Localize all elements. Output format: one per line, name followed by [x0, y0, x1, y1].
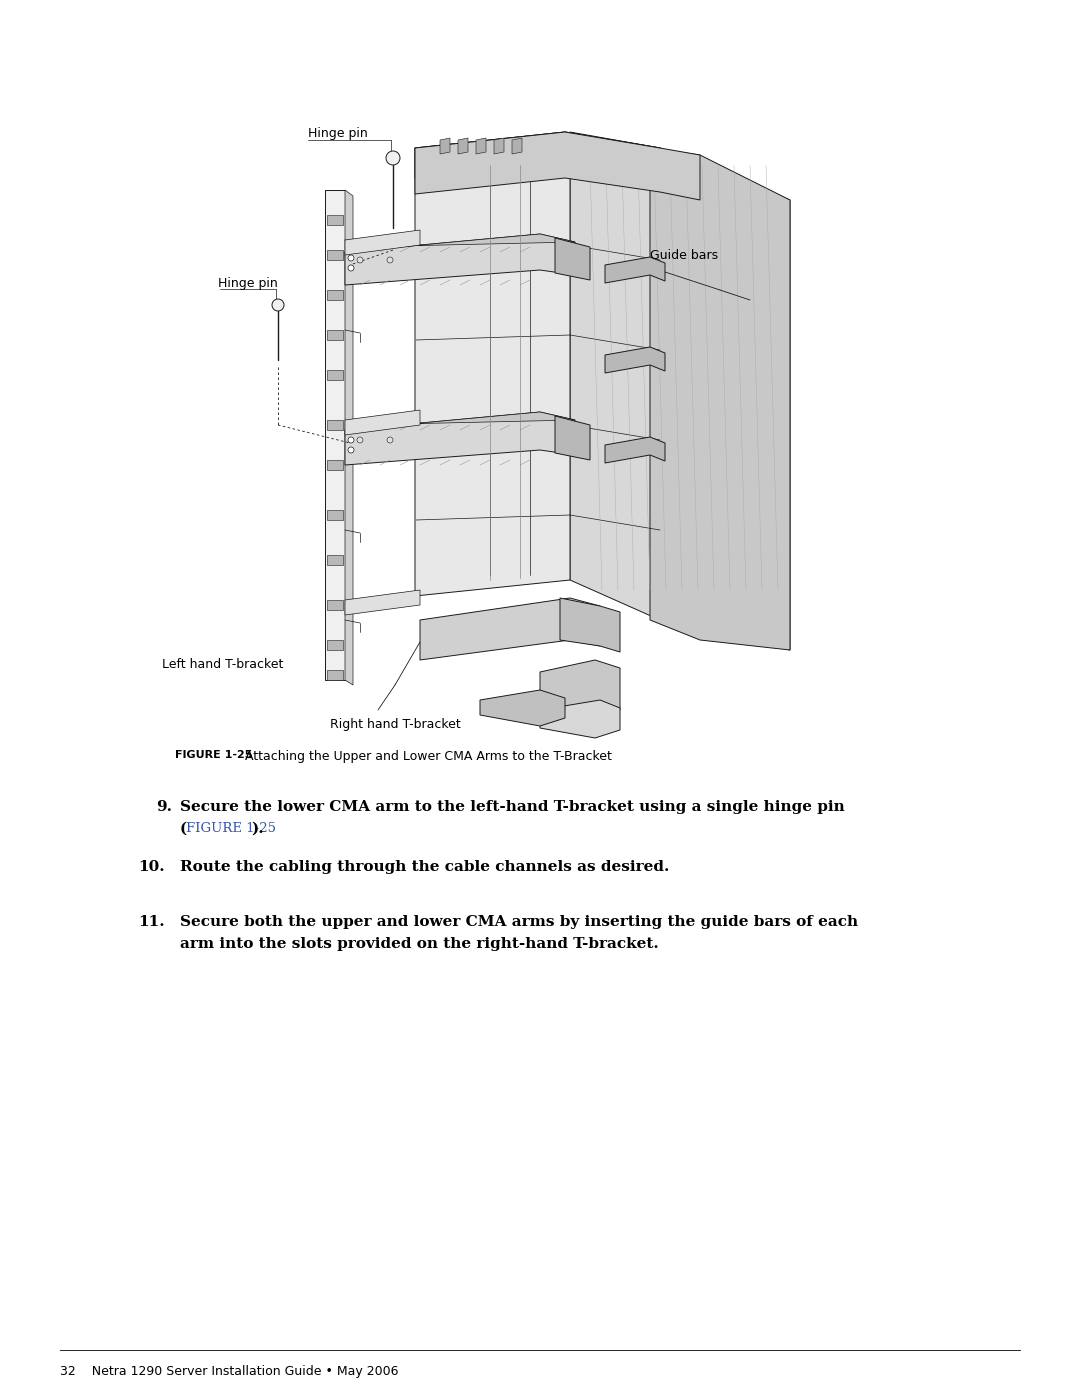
Polygon shape — [458, 138, 468, 154]
Polygon shape — [494, 138, 504, 154]
Polygon shape — [345, 409, 420, 434]
Polygon shape — [512, 138, 522, 154]
Polygon shape — [555, 237, 590, 279]
Text: Hinge pin: Hinge pin — [308, 127, 368, 140]
Polygon shape — [480, 690, 565, 726]
Polygon shape — [327, 671, 343, 680]
Polygon shape — [345, 190, 353, 685]
Circle shape — [348, 437, 354, 443]
Polygon shape — [327, 510, 343, 520]
Polygon shape — [327, 640, 343, 650]
Text: FIGURE 1-25: FIGURE 1-25 — [186, 821, 276, 835]
Polygon shape — [345, 590, 420, 615]
Polygon shape — [327, 370, 343, 380]
Polygon shape — [415, 131, 700, 200]
Polygon shape — [325, 190, 345, 680]
Polygon shape — [327, 291, 343, 300]
Polygon shape — [345, 231, 420, 256]
Text: Guide bars: Guide bars — [650, 249, 718, 263]
Text: FIGURE 1-25: FIGURE 1-25 — [175, 750, 253, 760]
Circle shape — [386, 151, 400, 165]
Text: Secure the lower CMA arm to the left-hand T-bracket using a single hinge pin: Secure the lower CMA arm to the left-han… — [180, 800, 845, 814]
Circle shape — [348, 256, 354, 261]
Circle shape — [348, 447, 354, 453]
Text: Left hand T-bracket: Left hand T-bracket — [162, 658, 283, 671]
Polygon shape — [327, 215, 343, 225]
Polygon shape — [327, 460, 343, 469]
Polygon shape — [476, 138, 486, 154]
Circle shape — [348, 265, 354, 271]
Text: (: ( — [180, 821, 187, 835]
Polygon shape — [540, 659, 620, 718]
Polygon shape — [327, 420, 343, 430]
Polygon shape — [561, 598, 620, 652]
Polygon shape — [415, 131, 660, 177]
Polygon shape — [415, 131, 660, 177]
Polygon shape — [570, 131, 789, 650]
Polygon shape — [650, 148, 789, 650]
Text: Hinge pin: Hinge pin — [218, 277, 278, 291]
Polygon shape — [605, 257, 665, 284]
Polygon shape — [345, 235, 575, 251]
Polygon shape — [327, 599, 343, 610]
Text: arm into the slots provided on the right-hand T-bracket.: arm into the slots provided on the right… — [180, 937, 659, 951]
Text: 9.: 9. — [156, 800, 172, 814]
Polygon shape — [605, 346, 665, 373]
Polygon shape — [555, 416, 590, 460]
Text: Route the cabling through the cable channels as desired.: Route the cabling through the cable chan… — [180, 861, 670, 875]
Text: 32    Netra 1290 Server Installation Guide • May 2006: 32 Netra 1290 Server Installation Guide … — [60, 1365, 399, 1377]
Circle shape — [357, 257, 363, 263]
Polygon shape — [415, 162, 570, 597]
Circle shape — [272, 299, 284, 312]
Polygon shape — [605, 437, 665, 462]
Text: Right hand T-bracket: Right hand T-bracket — [330, 718, 461, 731]
Text: 11.: 11. — [138, 915, 165, 929]
Polygon shape — [327, 330, 343, 339]
Circle shape — [387, 437, 393, 443]
Polygon shape — [345, 412, 575, 430]
Polygon shape — [345, 235, 575, 285]
Polygon shape — [420, 598, 600, 659]
Circle shape — [357, 437, 363, 443]
Polygon shape — [440, 138, 450, 154]
Text: Attaching the Upper and Lower CMA Arms to the T-Bracket: Attaching the Upper and Lower CMA Arms t… — [237, 750, 612, 763]
Polygon shape — [540, 700, 620, 738]
Text: 10.: 10. — [138, 861, 165, 875]
Polygon shape — [345, 412, 575, 465]
Text: ).: ). — [251, 821, 264, 835]
Circle shape — [387, 257, 393, 263]
Polygon shape — [327, 250, 343, 260]
Polygon shape — [327, 555, 343, 564]
Text: Secure both the upper and lower CMA arms by inserting the guide bars of each: Secure both the upper and lower CMA arms… — [180, 915, 859, 929]
